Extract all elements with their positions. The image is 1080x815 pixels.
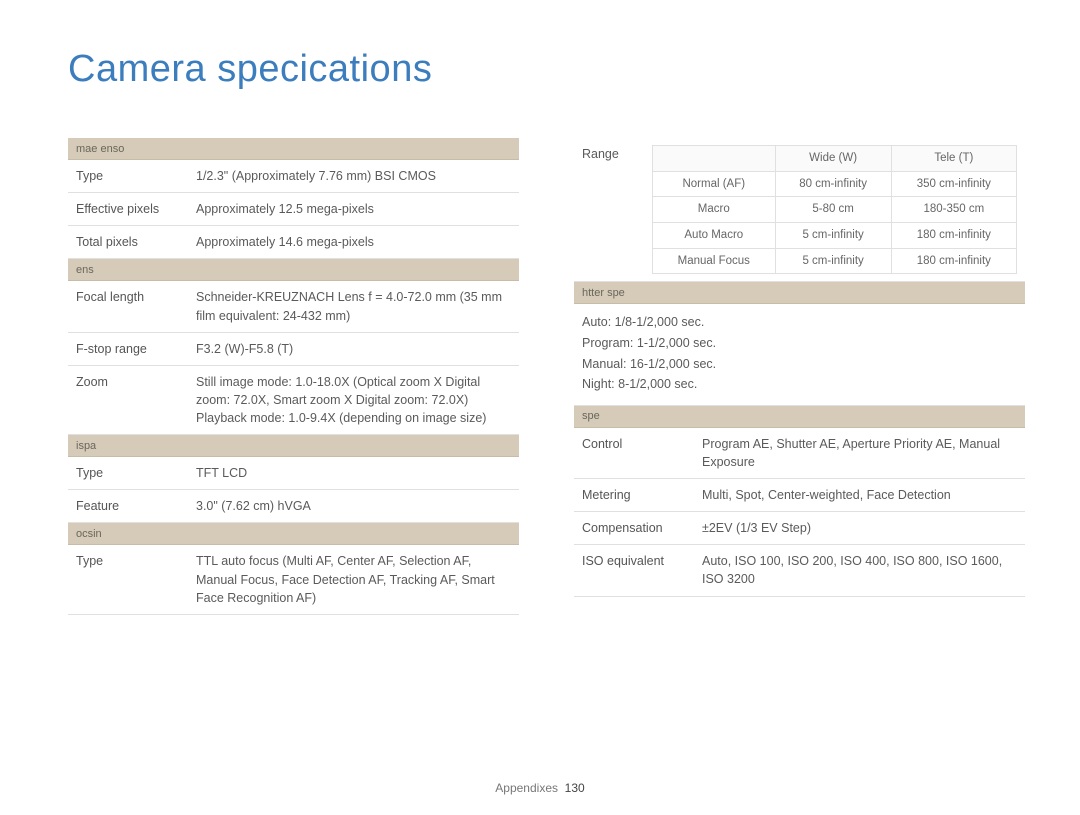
table-row: F-stop rangeF3.2 (W)-F5.8 (T) bbox=[68, 332, 519, 365]
page-number: 130 bbox=[565, 781, 585, 795]
range-wide: 5 cm-infinity bbox=[775, 223, 891, 249]
spec-label: Type bbox=[68, 545, 188, 614]
table-row: ZoomStill image mode: 1.0-18.0X (Optical… bbox=[68, 365, 519, 434]
table-row: Manual Focus5 cm-infinity180 cm-infinity bbox=[653, 248, 1017, 274]
range-wide: 5 cm-infinity bbox=[775, 248, 891, 274]
spec-label: Type bbox=[68, 160, 188, 193]
table-exposure: ControlProgram AE, Shutter AE, Aperture … bbox=[574, 428, 1025, 597]
shutter-line: Program: 1-1/2,000 sec. bbox=[582, 333, 1017, 354]
table-row: Type1/2.3" (Approximately 7.76 mm) BSI C… bbox=[68, 160, 519, 193]
range-col-wide: Wide (W) bbox=[775, 146, 891, 172]
footer-section-label: Appendixes bbox=[495, 781, 558, 795]
page-title: Camera specications bbox=[68, 48, 432, 91]
spec-label: Feature bbox=[68, 490, 188, 523]
table-row: MeteringMulti, Spot, Center-weighted, Fa… bbox=[574, 479, 1025, 512]
table-row: Effective pixelsApproximately 12.5 mega-… bbox=[68, 193, 519, 226]
spec-label: Total pixels bbox=[68, 226, 188, 259]
shutter-line: Auto: 1/8-1/2,000 sec. bbox=[582, 312, 1017, 333]
table-display: TypeTFT LCD Feature3.0" (7.62 cm) hVGA bbox=[68, 457, 519, 523]
section-header-lens: ens bbox=[68, 259, 519, 281]
table-row: Normal (AF)80 cm-infinity350 cm-infinity bbox=[653, 171, 1017, 197]
section-header-display: ispa bbox=[68, 435, 519, 457]
page-footer: Appendixes 130 bbox=[0, 781, 1080, 795]
spec-label: Range bbox=[574, 138, 644, 282]
table-row: ISO equivalentAuto, ISO 100, ISO 200, IS… bbox=[574, 545, 1025, 596]
spec-value: 3.0" (7.62 cm) hVGA bbox=[188, 490, 519, 523]
table-image-sensor: Type1/2.3" (Approximately 7.76 mm) BSI C… bbox=[68, 160, 519, 259]
shutter-line: Night: 8-1/2,000 sec. bbox=[582, 374, 1017, 395]
spec-columns: mae enso Type1/2.3" (Approximately 7.76 … bbox=[68, 138, 1025, 615]
section-header-shutter: htter spe bbox=[574, 282, 1025, 304]
left-column: mae enso Type1/2.3" (Approximately 7.76 … bbox=[68, 138, 519, 615]
range-mode: Auto Macro bbox=[653, 223, 776, 249]
table-row: Focal lengthSchneider-KREUZNACH Lens f =… bbox=[68, 281, 519, 332]
table-row: Auto Macro5 cm-infinity180 cm-infinity bbox=[653, 223, 1017, 249]
range-col-tele: Tele (T) bbox=[891, 146, 1016, 172]
range-wide: 80 cm-infinity bbox=[775, 171, 891, 197]
table-row: Compensation±2EV (1/3 EV Step) bbox=[574, 512, 1025, 545]
spec-value: Approximately 12.5 mega-pixels bbox=[188, 193, 519, 226]
spec-label: ISO equivalent bbox=[574, 545, 694, 596]
spec-label: Type bbox=[68, 457, 188, 490]
table-focusing: TypeTTL auto focus (Multi AF, Center AF,… bbox=[68, 545, 519, 614]
table-row: Macro5-80 cm180-350 cm bbox=[653, 197, 1017, 223]
spec-label: Effective pixels bbox=[68, 193, 188, 226]
table-row: ControlProgram AE, Shutter AE, Aperture … bbox=[574, 428, 1025, 479]
spec-value: Still image mode: 1.0-18.0X (Optical zoo… bbox=[188, 365, 519, 434]
table-row: Feature3.0" (7.62 cm) hVGA bbox=[68, 490, 519, 523]
spec-value: Auto, ISO 100, ISO 200, ISO 400, ISO 800… bbox=[694, 545, 1025, 596]
spec-value: F3.2 (W)-F5.8 (T) bbox=[188, 332, 519, 365]
spec-value: Program AE, Shutter AE, Aperture Priorit… bbox=[694, 428, 1025, 479]
range-inner-table: Wide (W) Tele (T) Normal (AF)80 cm-infin… bbox=[652, 145, 1017, 274]
range-wide: 5-80 cm bbox=[775, 197, 891, 223]
spec-value: Multi, Spot, Center-weighted, Face Detec… bbox=[694, 479, 1025, 512]
range-grid-cell: Wide (W) Tele (T) Normal (AF)80 cm-infin… bbox=[644, 138, 1025, 282]
table-row: Total pixelsApproximately 14.6 mega-pixe… bbox=[68, 226, 519, 259]
spec-label: Focal length bbox=[68, 281, 188, 332]
range-mode: Macro bbox=[653, 197, 776, 223]
section-header-exposure: spe bbox=[574, 406, 1025, 428]
spec-value: TTL auto focus (Multi AF, Center AF, Sel… bbox=[188, 545, 519, 614]
table-range: Range Wide (W) Tele (T) Normal (AF)80 cm… bbox=[574, 138, 1025, 282]
range-tele: 180 cm-infinity bbox=[891, 248, 1016, 274]
range-tele: 350 cm-infinity bbox=[891, 171, 1016, 197]
range-mode: Normal (AF) bbox=[653, 171, 776, 197]
spec-value: ±2EV (1/3 EV Step) bbox=[694, 512, 1025, 545]
spec-value: Approximately 14.6 mega-pixels bbox=[188, 226, 519, 259]
range-mode: Manual Focus bbox=[653, 248, 776, 274]
range-tele: 180-350 cm bbox=[891, 197, 1016, 223]
table-lens: Focal lengthSchneider-KREUZNACH Lens f =… bbox=[68, 281, 519, 435]
table-row: TypeTFT LCD bbox=[68, 457, 519, 490]
range-col-blank bbox=[653, 146, 776, 172]
range-tele: 180 cm-infinity bbox=[891, 223, 1016, 249]
shutter-speed-block: Auto: 1/8-1/2,000 sec. Program: 1-1/2,00… bbox=[574, 304, 1025, 406]
shutter-line: Manual: 16-1/2,000 sec. bbox=[582, 354, 1017, 375]
spec-label: Metering bbox=[574, 479, 694, 512]
spec-value: Schneider-KREUZNACH Lens f = 4.0-72.0 mm… bbox=[188, 281, 519, 332]
spec-label: F-stop range bbox=[68, 332, 188, 365]
spec-label: Control bbox=[574, 428, 694, 479]
section-header-image-sensor: mae enso bbox=[68, 138, 519, 160]
spec-value: TFT LCD bbox=[188, 457, 519, 490]
spec-label: Zoom bbox=[68, 365, 188, 434]
table-row: TypeTTL auto focus (Multi AF, Center AF,… bbox=[68, 545, 519, 614]
table-row: Range Wide (W) Tele (T) Normal (AF)80 cm… bbox=[574, 138, 1025, 282]
section-header-focusing: ocsin bbox=[68, 523, 519, 545]
spec-value: 1/2.3" (Approximately 7.76 mm) BSI CMOS bbox=[188, 160, 519, 193]
spec-label: Compensation bbox=[574, 512, 694, 545]
right-column: Range Wide (W) Tele (T) Normal (AF)80 cm… bbox=[574, 138, 1025, 615]
